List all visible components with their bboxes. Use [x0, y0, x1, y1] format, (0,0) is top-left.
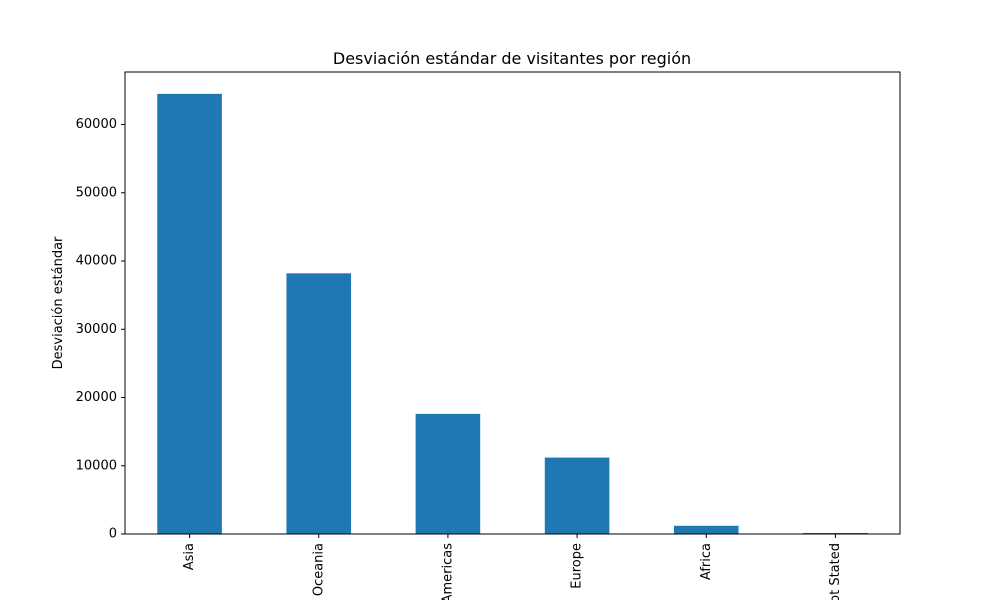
bar-americas — [415, 413, 481, 534]
x-axis-ticks: Asia Oceania Americas Europe Africa Not State… — [182, 534, 843, 605]
x-tick-label: Africa — [699, 543, 714, 580]
bars-layer — [157, 93, 868, 534]
y-tick-label: 0 — [109, 527, 117, 542]
y-tick-label: 60000 — [76, 117, 117, 132]
y-tick-label: 30000 — [76, 322, 117, 337]
bar-africa — [673, 525, 739, 534]
x-tick-label: Europe — [570, 543, 585, 589]
bar-not-stated — [803, 532, 868, 534]
bar-asia — [157, 93, 222, 534]
x-tick-label: Asia — [182, 543, 197, 570]
y-axis-label: Desviación estándar — [51, 236, 66, 369]
x-tick-label: Americas — [440, 543, 455, 600]
y-tick-label: 40000 — [76, 254, 117, 269]
y-tick-label: 20000 — [76, 390, 117, 405]
plot-frame — [124, 71, 901, 535]
x-tick-label: Oceania — [311, 543, 326, 596]
bar-oceania — [286, 273, 352, 534]
y-tick-label: 10000 — [76, 458, 117, 473]
x-tick-label: Not Stated — [828, 543, 843, 600]
y-tick-label: 50000 — [76, 185, 117, 200]
bar-europe — [544, 457, 610, 534]
y-axis-ticks: 0 10000 20000 30000 40000 50000 60000 — [76, 117, 125, 542]
chart-title: Desviación estándar de visitantes por re… — [333, 49, 691, 68]
